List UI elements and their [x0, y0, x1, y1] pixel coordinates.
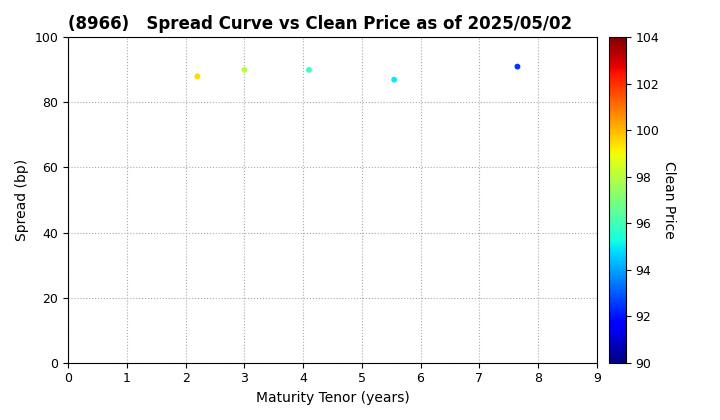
- X-axis label: Maturity Tenor (years): Maturity Tenor (years): [256, 391, 409, 405]
- Point: [512, 63, 523, 70]
- Point: [192, 73, 203, 80]
- Y-axis label: Spread (bp): Spread (bp): [15, 159, 29, 241]
- Text: (8966)   Spread Curve vs Clean Price as of 2025/05/02: (8966) Spread Curve vs Clean Price as of…: [68, 15, 572, 33]
- Point: [238, 66, 250, 73]
- Y-axis label: Clean Price: Clean Price: [662, 161, 676, 239]
- Point: [303, 66, 315, 73]
- Point: [388, 76, 400, 83]
